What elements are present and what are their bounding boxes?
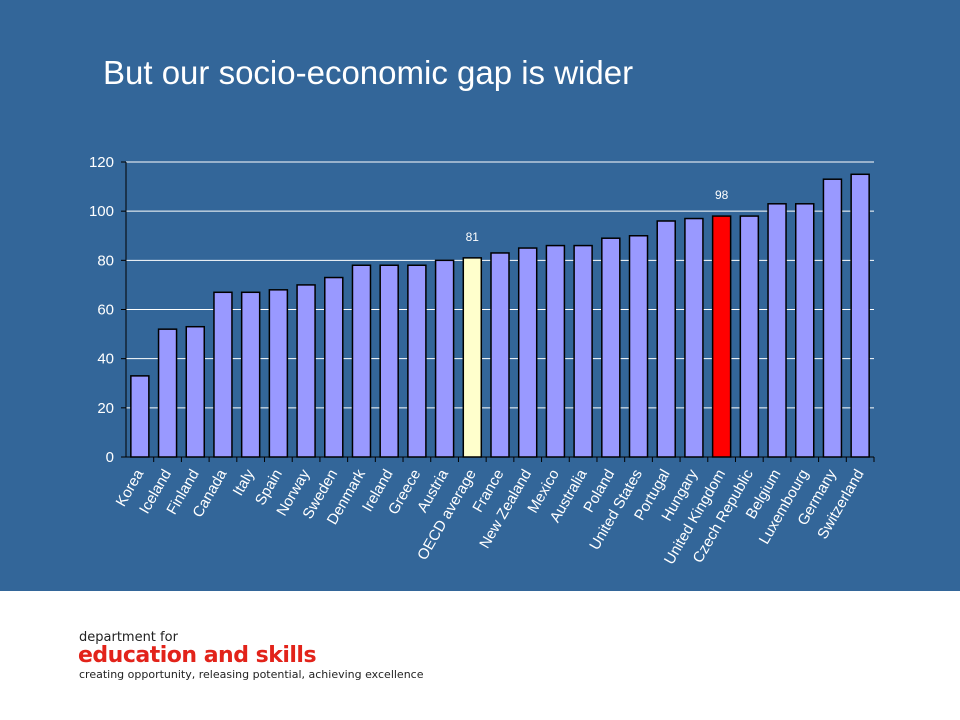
bar-united-states [628,235,649,458]
bar-australia [573,244,593,458]
y-tick-label: 80 [97,252,114,269]
y-tick-label: 100 [89,203,114,220]
data-label: 98 [715,188,729,202]
bar-chart: 020406080100120KoreaIcelandFinlandCanada… [89,154,875,567]
bar-united-kingdom [711,215,732,458]
bar-czech-republic [739,215,760,458]
bar-austria [434,259,455,458]
bar-ireland [379,264,399,458]
bar-norway [296,284,316,458]
logo-line-department: department for [79,630,178,645]
bar-finland [185,325,206,458]
data-label: 81 [466,230,480,244]
bar-france [490,252,510,458]
bar-germany [822,178,843,458]
y-tick-label: 40 [97,351,114,368]
y-tick-label: 20 [97,400,114,417]
bar-canada [213,291,233,458]
bar-iceland [157,328,178,458]
bar-korea [130,375,150,458]
bar-luxembourg [794,203,815,458]
bar-poland [601,237,621,458]
bar-mexico [545,244,566,458]
bar-switzerland [850,173,870,458]
x-tick-label: Italy [230,466,259,499]
bar-greece [407,264,427,458]
bar-belgium [767,203,787,458]
bar-hungary [684,217,704,458]
bar-new-zealand [517,247,538,458]
bar-portugal [656,220,676,458]
footer [0,591,960,720]
slide-title: But our socio-economic gap is wider [103,54,634,91]
y-tick-label: 120 [89,154,114,171]
bar-spain [268,289,289,458]
bar-sweden [324,276,344,458]
y-tick-label: 60 [97,302,114,319]
logo-line-name: education and skills [78,643,317,668]
bar-oecd-average [462,257,483,458]
bar-italy [240,291,261,458]
bar-denmark [351,264,372,458]
y-tick-label: 0 [106,449,114,466]
logo-line-strapline: creating opportunity, releasing potentia… [79,668,424,681]
